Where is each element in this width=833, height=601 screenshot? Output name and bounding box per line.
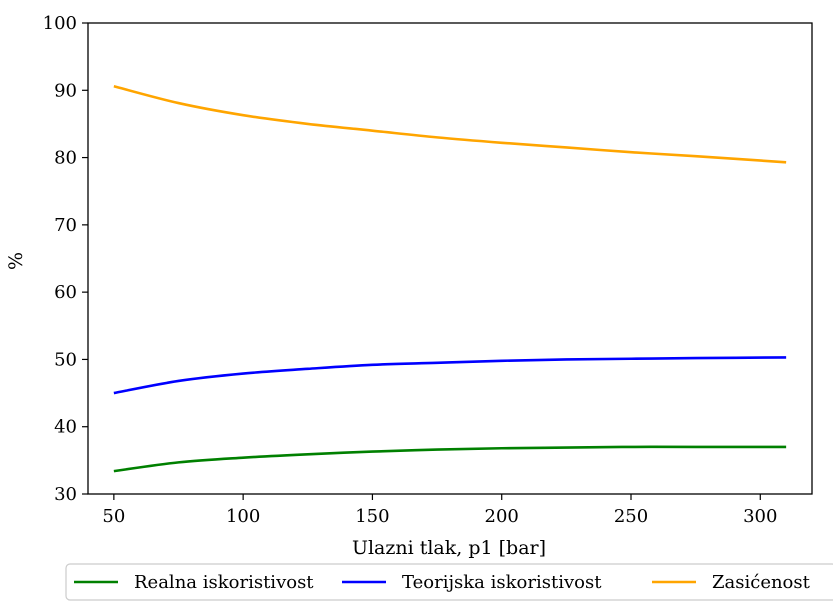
x-axis-label: Ulazni tlak, p1 [bar] <box>352 537 546 559</box>
series-line-2 <box>113 356 787 395</box>
y-tick-label: 90 <box>54 80 77 101</box>
x-tick-label: 50 <box>102 506 125 527</box>
x-tick-label: 150 <box>355 506 389 527</box>
x-tick-label: 250 <box>614 506 648 527</box>
legend: Realna iskoristivost Teorijska iskoristiv… <box>65 563 833 601</box>
x-axis-ticks: 50 100 150 200 250 300 <box>102 494 777 527</box>
y-tick-label: 70 <box>54 215 77 236</box>
y-tick-label: 50 <box>54 349 77 370</box>
plot-area <box>87 22 813 495</box>
y-axis-ticks: 30 40 50 60 70 80 90 100 <box>43 13 88 505</box>
y-tick-label: 80 <box>54 148 77 169</box>
legend-label-3: Zasićenost <box>712 572 811 593</box>
series-line-3 <box>113 84 787 164</box>
y-tick-label: 100 <box>43 13 77 34</box>
series-line-1 <box>113 445 787 473</box>
y-tick-label: 60 <box>54 282 77 303</box>
legend-label-1: Realna iskoristivost <box>134 572 314 593</box>
plot-frame <box>87 22 813 495</box>
legend-box <box>65 563 833 601</box>
y-axis-label: % <box>5 252 27 270</box>
x-tick-label: 200 <box>485 506 519 527</box>
y-tick-label: 40 <box>54 417 77 438</box>
y-tick-label: 30 <box>54 484 77 505</box>
x-tick-label: 100 <box>226 506 260 527</box>
x-tick-label: 300 <box>743 506 777 527</box>
legend-label-2: Teorijska iskoristivost <box>402 572 602 593</box>
